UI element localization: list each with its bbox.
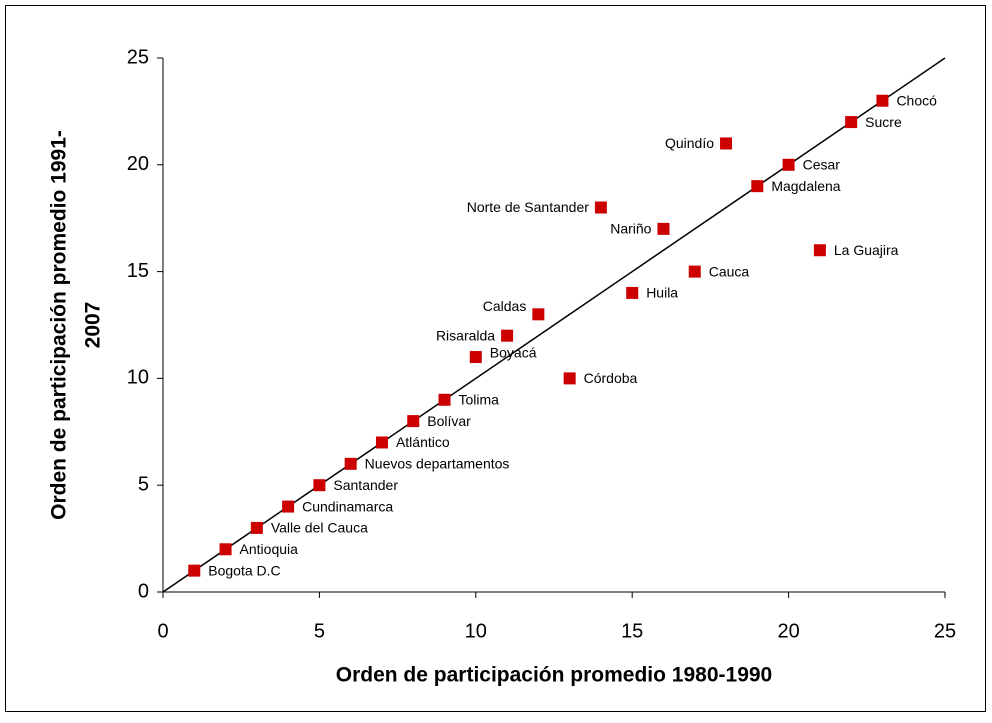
point-label: Tolima — [459, 391, 500, 407]
y-tick-label: 25 — [127, 46, 149, 68]
point-label: Atlántico — [396, 434, 450, 450]
point — [438, 393, 451, 406]
point — [782, 158, 795, 171]
point — [751, 180, 764, 193]
x-tick-label: 0 — [157, 620, 168, 642]
x-tick-label: 15 — [621, 620, 643, 642]
point-label: Norte de Santander — [467, 199, 590, 215]
point-label: Bolívar — [427, 413, 471, 429]
point-label: Caldas — [483, 298, 527, 314]
point-label: Cauca — [709, 263, 750, 279]
point — [720, 137, 733, 150]
x-tick-label: 5 — [314, 620, 325, 642]
y-tick-label: 0 — [138, 580, 149, 602]
y-axis-title: Orden de participación promedio 1991- 20… — [48, 130, 105, 520]
x-tick-label: 25 — [934, 620, 956, 642]
y-axis-title-line: 2007 — [82, 302, 105, 349]
point — [688, 265, 701, 278]
point-label: Cundinamarca — [302, 498, 393, 514]
y-tick-label: 20 — [127, 153, 149, 175]
point — [219, 543, 232, 556]
point — [563, 372, 576, 385]
point — [282, 500, 295, 513]
point-label: Boyacá — [490, 345, 537, 361]
y-tick-label: 15 — [127, 260, 149, 282]
point — [188, 564, 201, 577]
point-label: Santander — [333, 477, 398, 493]
point-label: Antioquia — [240, 541, 299, 557]
point — [845, 116, 858, 129]
point-label: Huila — [646, 285, 678, 301]
point — [594, 201, 607, 214]
point-label: Valle del Cauca — [271, 520, 368, 536]
point — [657, 222, 670, 235]
point — [407, 415, 420, 428]
point-label: La Guajira — [834, 242, 899, 258]
point — [532, 308, 545, 321]
point — [250, 521, 263, 534]
y-axis-title-line: Orden de participación promedio 1991- — [48, 130, 71, 520]
point — [344, 457, 357, 470]
point — [313, 479, 326, 492]
x-tick-label: 10 — [465, 620, 487, 642]
y-tick-label: 10 — [127, 367, 149, 389]
point — [813, 244, 826, 257]
x-tick-label: 20 — [777, 620, 799, 642]
point — [375, 436, 388, 449]
point-label: Bogota D.C — [208, 562, 280, 578]
point-label: Nariño — [610, 221, 651, 237]
chart-frame — [5, 5, 986, 712]
point-label: Risaralda — [436, 327, 495, 343]
point-label: Córdoba — [584, 370, 638, 386]
point-label: Quindío — [665, 135, 714, 151]
point — [876, 94, 889, 107]
x-axis-title: Orden de participación promedio 1980-199… — [336, 664, 772, 687]
y-tick-label: 5 — [138, 473, 149, 495]
point — [469, 351, 482, 364]
point-label: Sucre — [865, 114, 902, 130]
point-label: Cesar — [803, 157, 841, 173]
point-label: Chocó — [896, 92, 937, 108]
point — [626, 286, 639, 299]
point-label: Magdalena — [771, 178, 840, 194]
point — [501, 329, 514, 342]
point-label: Nuevos departamentos — [365, 456, 510, 472]
